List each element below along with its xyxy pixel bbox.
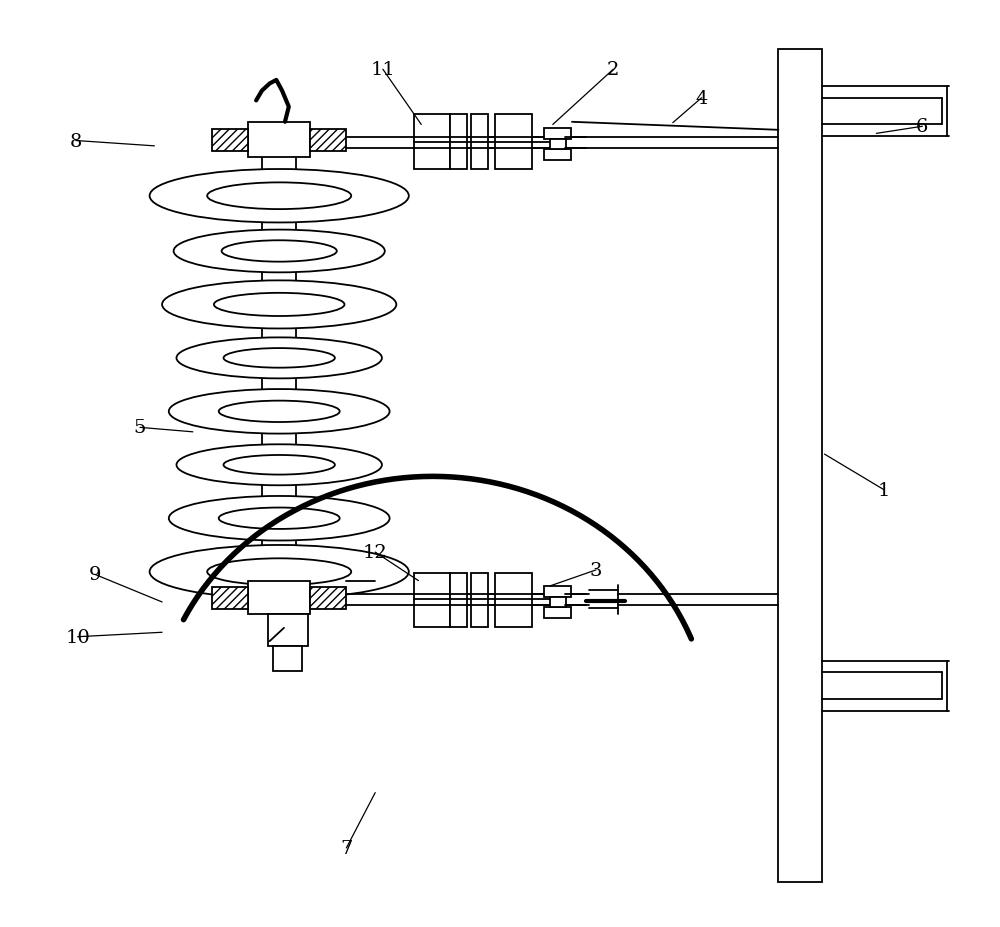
Ellipse shape (150, 545, 409, 599)
Bar (544, 150, 571, 161)
Text: 3: 3 (590, 562, 602, 579)
Bar (778, 50, 822, 882)
Text: 12: 12 (363, 543, 388, 562)
Bar (248, 122, 310, 159)
Bar (471, 115, 488, 170)
Ellipse shape (214, 294, 344, 317)
Ellipse shape (224, 455, 335, 475)
Bar (310, 587, 346, 609)
Text: 5: 5 (134, 419, 146, 437)
Ellipse shape (207, 559, 351, 586)
Bar (544, 586, 571, 597)
Bar (450, 574, 467, 628)
Bar (414, 115, 450, 170)
Bar (212, 130, 248, 152)
Text: 2: 2 (607, 61, 619, 79)
Ellipse shape (169, 497, 390, 541)
Bar (212, 587, 248, 609)
Text: 9: 9 (89, 565, 101, 584)
Ellipse shape (176, 338, 382, 379)
Ellipse shape (162, 281, 396, 329)
Bar (273, 646, 302, 671)
Text: 7: 7 (340, 839, 353, 857)
Ellipse shape (219, 401, 340, 423)
Ellipse shape (174, 230, 385, 273)
Bar (414, 574, 450, 628)
Bar (495, 115, 532, 170)
Bar (550, 140, 566, 150)
Bar (495, 574, 532, 628)
Ellipse shape (219, 508, 340, 529)
Ellipse shape (169, 389, 390, 434)
Ellipse shape (150, 170, 409, 223)
Ellipse shape (222, 241, 337, 262)
Bar (310, 130, 346, 152)
Bar (544, 129, 571, 140)
Bar (544, 608, 571, 618)
Text: 11: 11 (371, 61, 395, 79)
Bar (248, 581, 310, 615)
Ellipse shape (224, 349, 335, 368)
Text: 4: 4 (695, 90, 708, 108)
Bar (268, 615, 308, 646)
Text: 1: 1 (878, 481, 890, 499)
Bar (550, 597, 566, 608)
Ellipse shape (207, 184, 351, 210)
Text: 8: 8 (69, 133, 82, 150)
Ellipse shape (176, 445, 382, 486)
Text: 10: 10 (65, 629, 90, 646)
Bar (450, 115, 467, 170)
Bar (471, 574, 488, 628)
Text: 6: 6 (916, 118, 929, 136)
